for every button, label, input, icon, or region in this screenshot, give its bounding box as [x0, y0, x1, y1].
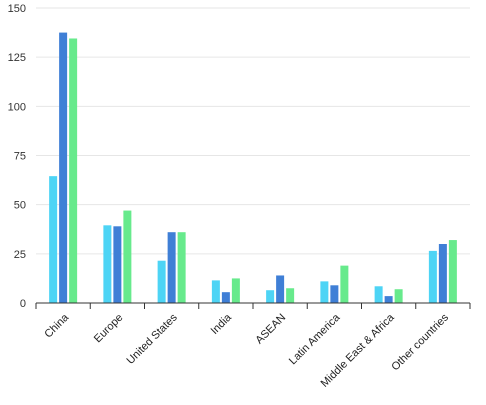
bar	[340, 265, 349, 303]
x-axis-category-labels: China Europe United States India ASEANLatin …	[42, 311, 451, 390]
bar	[69, 38, 78, 303]
x-category-label: Europe	[92, 312, 126, 346]
y-tick-label: 75	[14, 151, 26, 163]
bar	[49, 176, 58, 303]
bar	[221, 292, 230, 303]
bar	[231, 278, 240, 303]
bar	[276, 275, 285, 303]
y-tick-label: 125	[8, 52, 26, 64]
x-category-label: Latin America	[287, 311, 343, 367]
x-category-label: Other countries	[389, 311, 451, 373]
bar	[157, 260, 166, 303]
x-category-label: India	[209, 311, 235, 337]
bar	[266, 290, 275, 303]
x-category-label: China	[42, 311, 71, 340]
bar	[123, 210, 132, 303]
bar	[320, 281, 329, 303]
bar	[177, 232, 186, 303]
gridlines	[36, 7, 470, 255]
bar	[394, 289, 403, 303]
bar	[211, 280, 220, 303]
x-axis	[35, 302, 471, 309]
bar	[438, 244, 447, 303]
x-category-label: United States	[125, 311, 181, 367]
y-tick-label: 150	[8, 3, 26, 15]
bar	[59, 32, 68, 303]
y-tick-label: 50	[14, 200, 26, 212]
y-tick-label: 0	[20, 298, 26, 310]
bar	[330, 285, 339, 303]
bars	[49, 32, 457, 303]
x-category-label: ASEAN	[253, 312, 288, 347]
y-tick-label: 100	[8, 101, 26, 113]
bar	[103, 225, 112, 303]
bar	[374, 286, 383, 303]
bar	[286, 288, 295, 303]
bar	[428, 250, 437, 303]
bar	[448, 240, 457, 303]
bar	[384, 296, 393, 303]
bar	[113, 226, 122, 303]
y-axis-tick-labels: 0 25 50 75 100 125 150	[8, 3, 26, 310]
bar	[167, 232, 176, 303]
y-tick-label: 25	[14, 249, 26, 261]
